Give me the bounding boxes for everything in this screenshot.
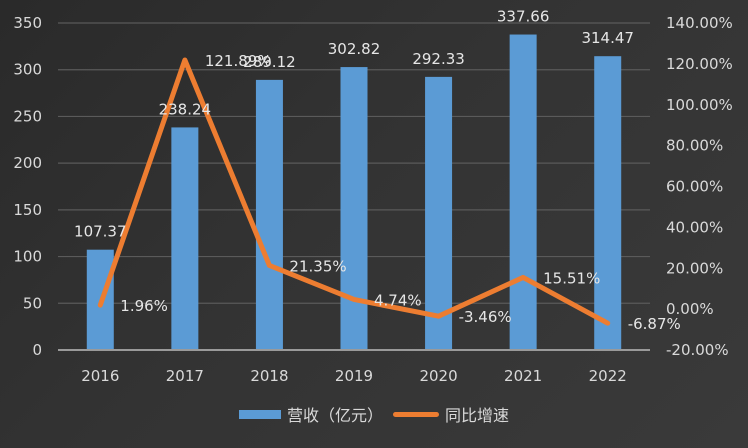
- left-tick-label: 300: [13, 61, 42, 79]
- bar-2019: [340, 67, 368, 351]
- x-tick-label: 2018: [250, 367, 288, 385]
- revenue-bars: [86, 34, 622, 351]
- right-tick-label: 20.00%: [666, 259, 723, 277]
- bar-value-label: 314.47: [581, 29, 634, 47]
- right-axis: -20.00% 0.00% 20.00% 40.00% 60.00% 80.00% 100.…: [666, 14, 733, 359]
- bar-value-label: 289.12: [243, 53, 296, 71]
- line-swatch-icon: [393, 411, 439, 417]
- line-data-labels: 1.96% 121.89% 21.35% 4.74% -3.46% 15.51% -6.87…: [120, 52, 681, 333]
- x-tick-label: 2020: [419, 367, 457, 385]
- bar-2021: [509, 34, 537, 351]
- right-tick-label: 0.00%: [666, 300, 714, 318]
- left-tick-label: 200: [13, 154, 42, 172]
- legend-item-growth[interactable]: 同比增速: [393, 402, 509, 426]
- line-value-label: 15.51%: [543, 269, 600, 287]
- right-tick-label: 80.00%: [666, 137, 723, 155]
- line-value-label: 4.74%: [374, 291, 422, 309]
- bar-value-label: 302.82: [328, 40, 381, 58]
- x-tick-label: 2022: [589, 367, 627, 385]
- legend: 营收（亿元） 同比增速: [0, 402, 748, 426]
- bar-value-label: 107.37: [74, 223, 127, 241]
- legend-label-growth: 同比增速: [445, 406, 510, 425]
- left-tick-label: 0: [32, 341, 42, 359]
- bar-2022: [594, 56, 622, 351]
- growth-rate-line: [97, 57, 611, 326]
- left-tick-label: 150: [13, 201, 42, 219]
- legend-item-revenue[interactable]: 营收（亿元）: [238, 402, 383, 426]
- x-tick-label: 2016: [81, 367, 119, 385]
- x-tick-label: 2017: [166, 367, 204, 385]
- bar-value-label: 238.24: [159, 100, 212, 118]
- line-value-label: 1.96%: [120, 297, 168, 315]
- bar-2020: [425, 76, 453, 351]
- right-tick-label: 120.00%: [666, 55, 733, 73]
- x-tick-label: 2019: [335, 367, 373, 385]
- bar-value-label: 292.33: [412, 50, 465, 68]
- left-tick-label: 250: [13, 107, 42, 125]
- right-tick-label: 100.00%: [666, 96, 733, 114]
- left-axis: 0 50 100 150 200 250 300 350: [13, 14, 42, 359]
- line-value-label: -6.87%: [628, 315, 681, 333]
- bar-2017: [171, 127, 199, 350]
- legend-label-revenue: 营收（亿元）: [286, 406, 383, 425]
- bar-data-labels: 107.37 238.24 289.12 302.82 292.33 337.66 314.…: [74, 8, 634, 241]
- bar-swatch-icon: [238, 409, 281, 419]
- line-value-label: 21.35%: [289, 257, 346, 275]
- bar-2018: [255, 79, 283, 351]
- right-tick-label: 60.00%: [666, 178, 723, 196]
- left-tick-label: 100: [13, 248, 42, 266]
- x-axis: 2016 2017 2018 2019 2020 2021 2022: [81, 367, 627, 385]
- right-tick-label: 140.00%: [666, 14, 733, 32]
- line-value-label: 121.89%: [205, 52, 272, 70]
- left-tick-label: 50: [23, 294, 42, 312]
- right-tick-label: 40.00%: [666, 218, 723, 236]
- right-tick-label: -20.00%: [666, 341, 729, 359]
- left-tick-label: 350: [13, 14, 42, 32]
- x-tick-label: 2021: [504, 367, 542, 385]
- bar-value-label: 337.66: [497, 8, 550, 26]
- line-value-label: -3.46%: [459, 308, 512, 326]
